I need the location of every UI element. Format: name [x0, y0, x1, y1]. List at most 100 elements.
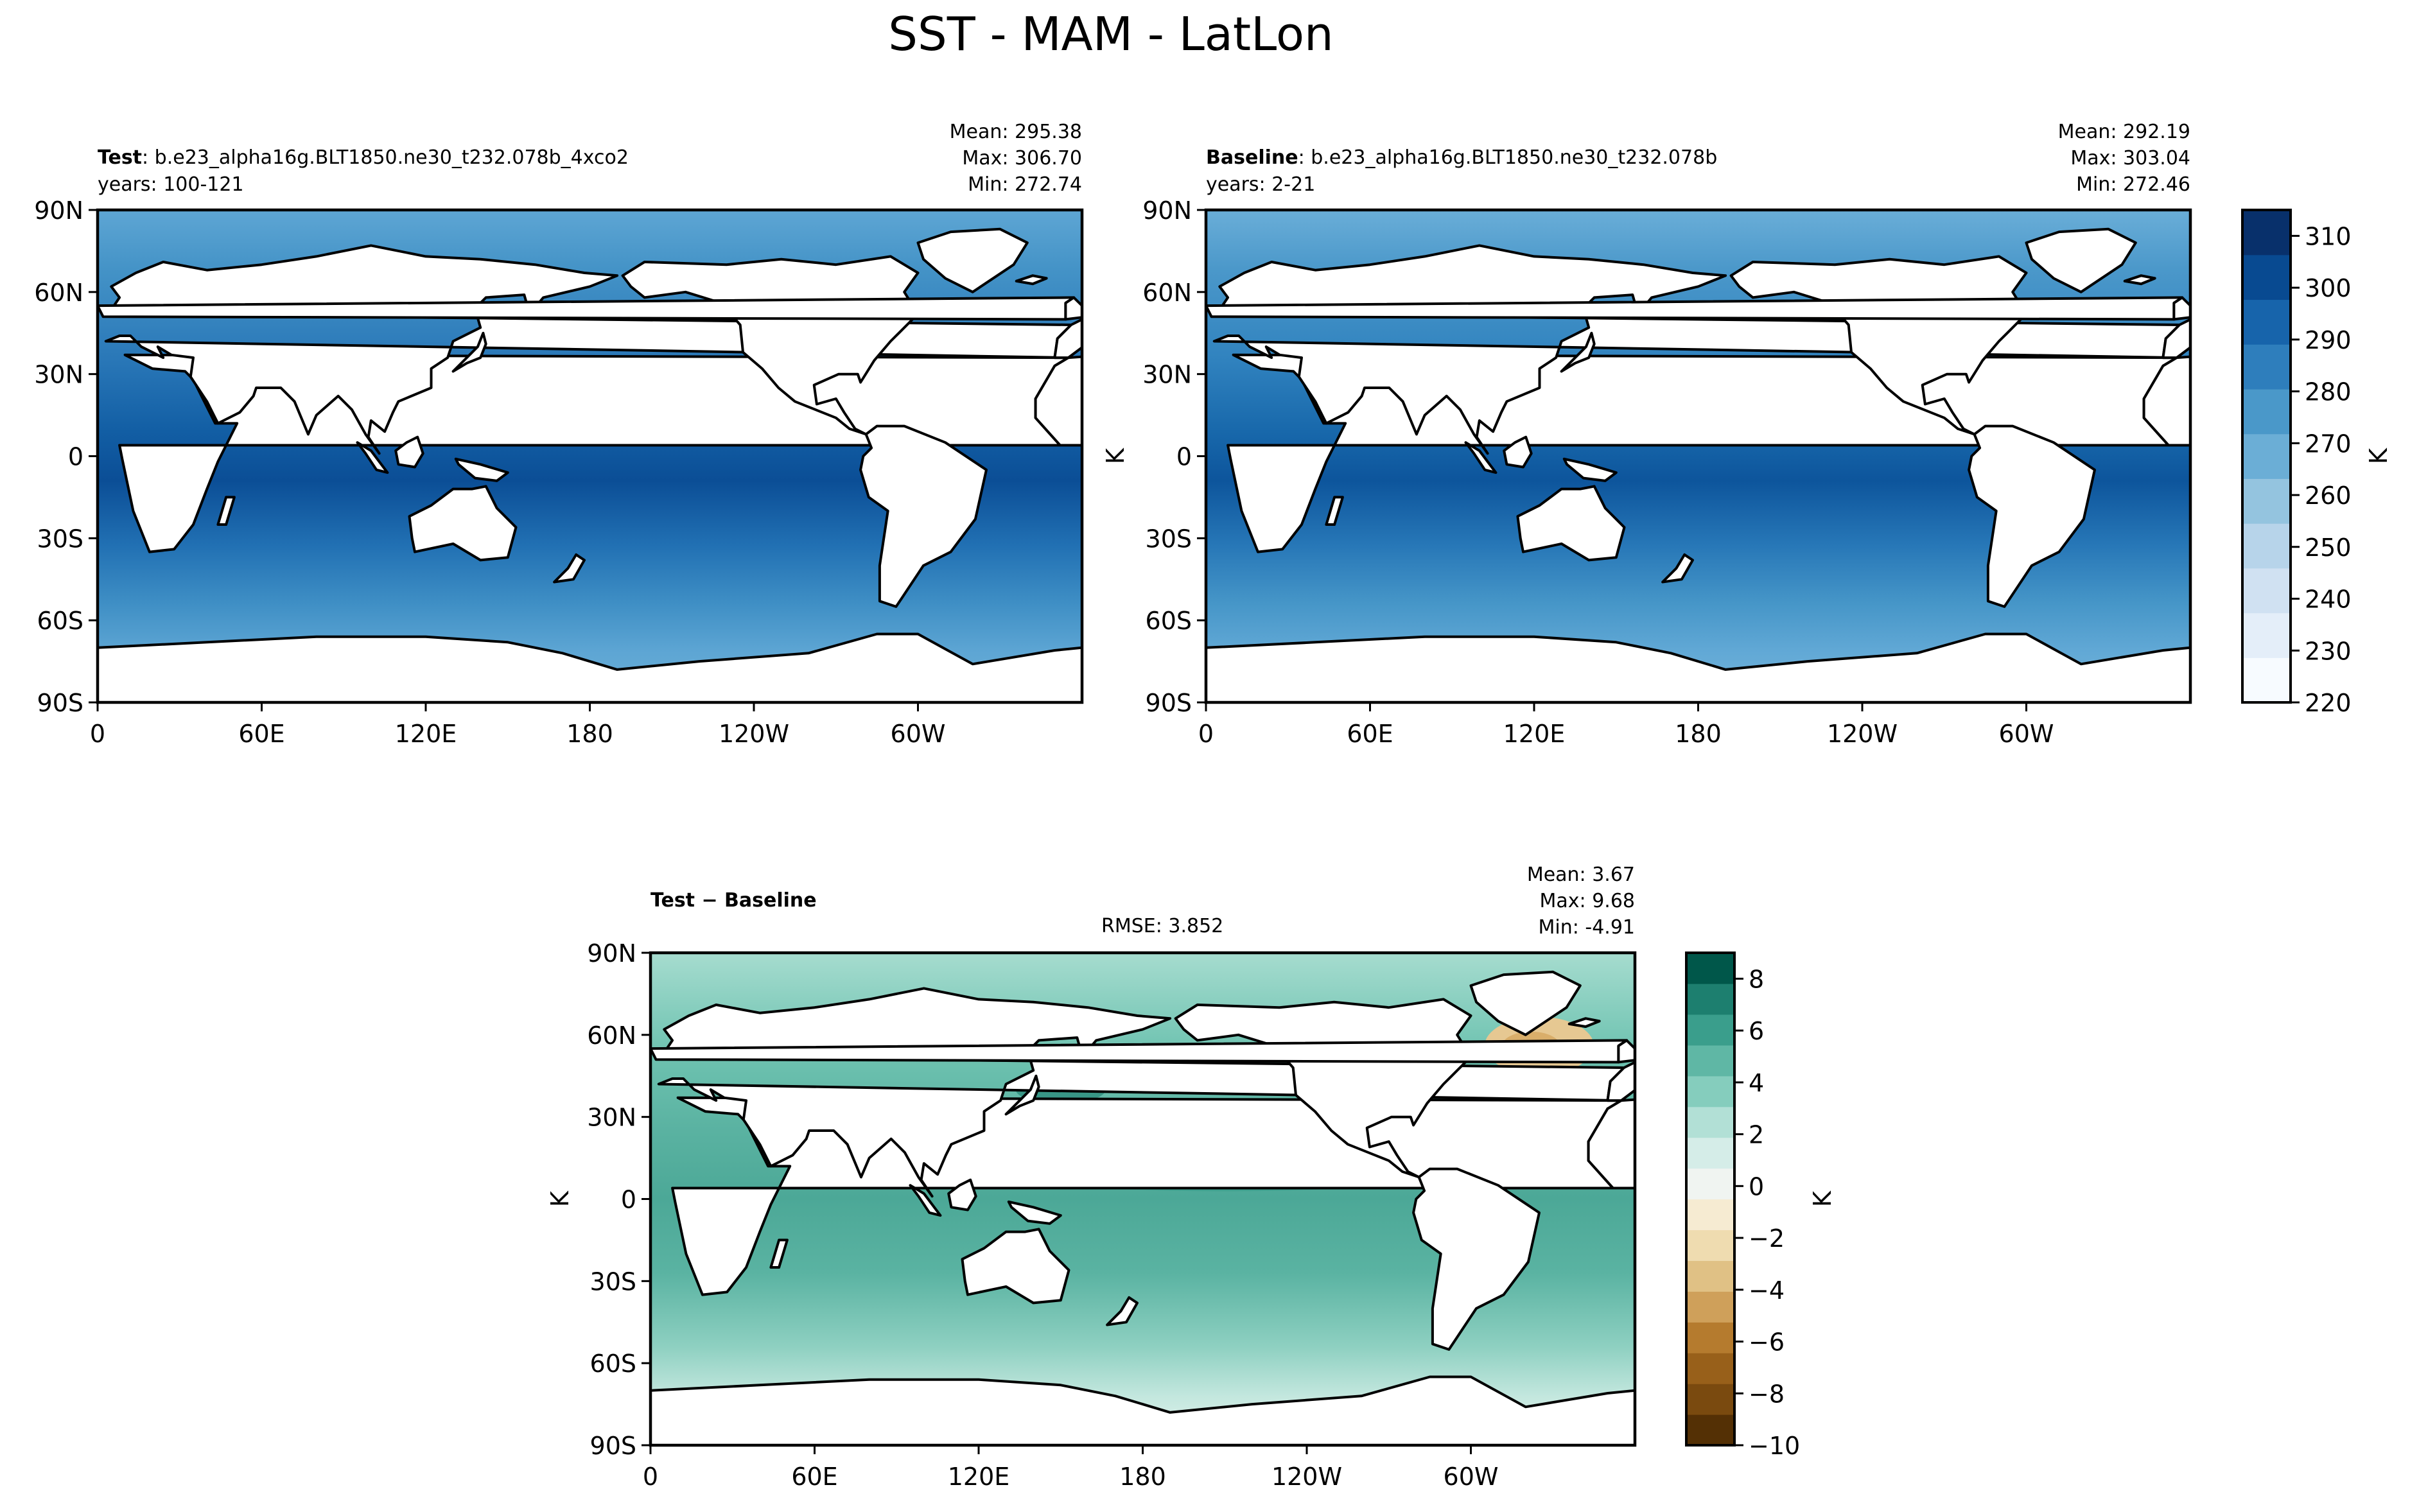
baseline-colorbar-tick-label: 250	[2305, 534, 2352, 562]
diff-colorbar-color-step	[1686, 1045, 1734, 1077]
baseline-panel-label-case: : b.e23_alpha16g.BLT1850.ne30_t232.078b	[1298, 146, 1718, 169]
diff-colorbar-color-step	[1686, 1291, 1734, 1323]
diff-y-tick-label: 30N	[587, 1104, 636, 1132]
baseline-land-eurasia-wrap	[2161, 318, 2190, 360]
diff-colorbar-color-step	[1686, 953, 1734, 984]
diff-colorbar-tick-label: 8	[1749, 965, 1764, 993]
diff-colorbar-tick-label: 6	[1749, 1017, 1764, 1045]
test-stat-2: Min: 272.74	[968, 173, 1082, 196]
test-y-tick-label: 90S	[37, 689, 83, 717]
baseline-colorbar-color-step	[2242, 568, 2291, 614]
baseline-panel: 0 60E 120E 180 120W 60W 90N 60N 30N 0 30S 60S 90S K Ba…	[1101, 121, 2192, 748]
diff-colorbar-color-step	[1686, 1414, 1734, 1446]
diff-colorbar-color-step	[1686, 1199, 1734, 1231]
baseline-colorbar-color-step	[2242, 388, 2291, 435]
baseline-land-uk-wrap	[2172, 296, 2190, 321]
test-land-borneo	[394, 435, 424, 469]
baseline-y-tick-label: 30N	[1142, 361, 1192, 389]
baseline-colorbar-color-step	[2242, 433, 2291, 479]
diff-colorbar-color-step	[1686, 1230, 1734, 1261]
baseline-x-tick-label: 120W	[1827, 720, 1898, 748]
baseline-colorbar-units-label: K	[2364, 448, 2393, 464]
test-stat-0: Mean: 295.38	[950, 121, 1082, 143]
baseline-land-greenland	[2025, 227, 2137, 293]
test-years-label: years: 100-121	[98, 173, 244, 196]
diff-colorbar-tick-label: 0	[1749, 1172, 1764, 1201]
diff-x-tick-label: 120W	[1271, 1463, 1342, 1491]
baseline-land-madagascar	[1325, 496, 1344, 526]
diff-colorbar-color-step	[1686, 1384, 1734, 1415]
diff-land-antarctica	[651, 1375, 1635, 1445]
test-land-sumatra	[356, 441, 389, 474]
diff-y-tick-label: 0	[621, 1186, 636, 1214]
diff-land-borneo	[947, 1178, 977, 1212]
diff-colorbar-tick-label: −2	[1749, 1224, 1785, 1253]
baseline-x-tick-label: 60W	[1999, 720, 2054, 748]
diff-land-madagascar	[769, 1238, 789, 1269]
baseline-land-new-guinea	[1562, 457, 1618, 482]
baseline-x-tick-label: 120E	[1503, 720, 1566, 748]
test-y-tick-label: 30N	[34, 361, 83, 389]
test-x-tick-label: 60E	[238, 720, 284, 748]
diff-land-south-america	[1412, 1167, 1541, 1351]
diff-y-tick-label: 30S	[590, 1267, 636, 1296]
diff-x-tick-label: 120E	[948, 1463, 1010, 1491]
baseline-map-area	[1206, 210, 2190, 702]
baseline-colorbar-color-step	[2242, 478, 2291, 524]
test-x-tick-label: 120E	[395, 720, 457, 748]
test-panel-label-case: : b.e23_alpha16g.BLT1850.ne30_t232.078b_…	[142, 146, 629, 169]
diff-colorbar-color-step	[1686, 1260, 1734, 1292]
baseline-x-tick-label: 0	[1198, 720, 1214, 748]
diff-panel: 0 60E 120E 180 120W 60W 90N 60N 30N 0 30S 60S 90S K Te…	[546, 864, 1637, 1491]
test-land-eurasia-wrap	[1053, 318, 1082, 360]
baseline-stat-0: Mean: 292.19	[2058, 121, 2190, 143]
diff-colorbar-tick-label: 2	[1749, 1121, 1764, 1149]
diff-stat-0: Mean: 3.67	[1527, 864, 1635, 886]
baseline-land-australia	[1516, 485, 1626, 562]
diff-rmse-label: RMSE: 3.852	[1101, 915, 1223, 937]
baseline-y-tick-label: 90N	[1142, 196, 1192, 225]
diff-colorbar: 8 6 4 2 0 −2 −4 −6 −8 −10 K	[1685, 952, 1837, 1460]
test-y-tick-label: 60N	[34, 279, 83, 307]
test-land-new-zealand	[553, 553, 586, 584]
diff-land-new-zealand	[1106, 1296, 1139, 1326]
baseline-colorbar-tick-label: 240	[2305, 586, 2352, 614]
baseline-colorbar-color-step	[2242, 254, 2291, 300]
baseline-stat-1: Max: 303.04	[2070, 147, 2190, 169]
test-land-uk-wrap	[1064, 296, 1082, 321]
baseline-y-tick-label: 60N	[1142, 279, 1192, 307]
diff-colorbar-color-step	[1686, 1075, 1734, 1108]
baseline-panel-label: Baseline: b.e23_alpha16g.BLT1850.ne30_t2…	[1206, 146, 1717, 169]
diff-land-eurasia	[657, 987, 1625, 1198]
baseline-y-axis-label: K	[1101, 448, 1130, 464]
test-land-iceland-wrap	[1015, 274, 1048, 286]
test-map-area	[98, 210, 1082, 702]
baseline-colorbar-color-step	[2242, 210, 2291, 256]
diff-colorbar-color-step	[1686, 1353, 1734, 1384]
baseline-y-tick-label: 90S	[1146, 689, 1192, 717]
diff-panel-label-bold: Test − Baseline	[651, 889, 817, 912]
baseline-land-iceland-wrap	[2123, 274, 2156, 286]
diff-colorbar-color-step	[1686, 983, 1734, 1015]
diff-land-australia	[961, 1228, 1070, 1305]
baseline-land-africa-wrap	[2142, 355, 2190, 447]
baseline-stat-2: Min: 272.46	[2076, 173, 2190, 196]
diff-colorbar-tick-label: 4	[1749, 1069, 1764, 1097]
baseline-colorbar-tick-label: 280	[2305, 378, 2352, 406]
diff-x-tick-label: 60W	[1444, 1463, 1499, 1491]
diff-y-tick-label: 60N	[587, 1021, 636, 1050]
baseline-land-eurasia	[1212, 244, 2181, 455]
diff-land-iceland-wrap	[1567, 1017, 1601, 1028]
diff-land-sumatra	[909, 1184, 942, 1217]
diff-x-tick-label: 180	[1119, 1463, 1166, 1491]
test-y-tick-label: 0	[68, 443, 83, 471]
baseline-land-new-zealand	[1661, 553, 1694, 584]
test-land-japan	[451, 331, 487, 373]
diff-y-tick-label: 90N	[587, 939, 636, 968]
test-land-eurasia	[104, 244, 1072, 455]
baseline-colorbar: 220 230 240 250 260 270 280 290 300 310 K	[2241, 209, 2393, 717]
diff-colorbar-tick-label: −4	[1749, 1276, 1785, 1305]
diff-land-greenland	[1469, 970, 1582, 1036]
test-land-greenland	[916, 227, 1029, 293]
diff-panel-label: Test − Baseline	[651, 889, 817, 912]
